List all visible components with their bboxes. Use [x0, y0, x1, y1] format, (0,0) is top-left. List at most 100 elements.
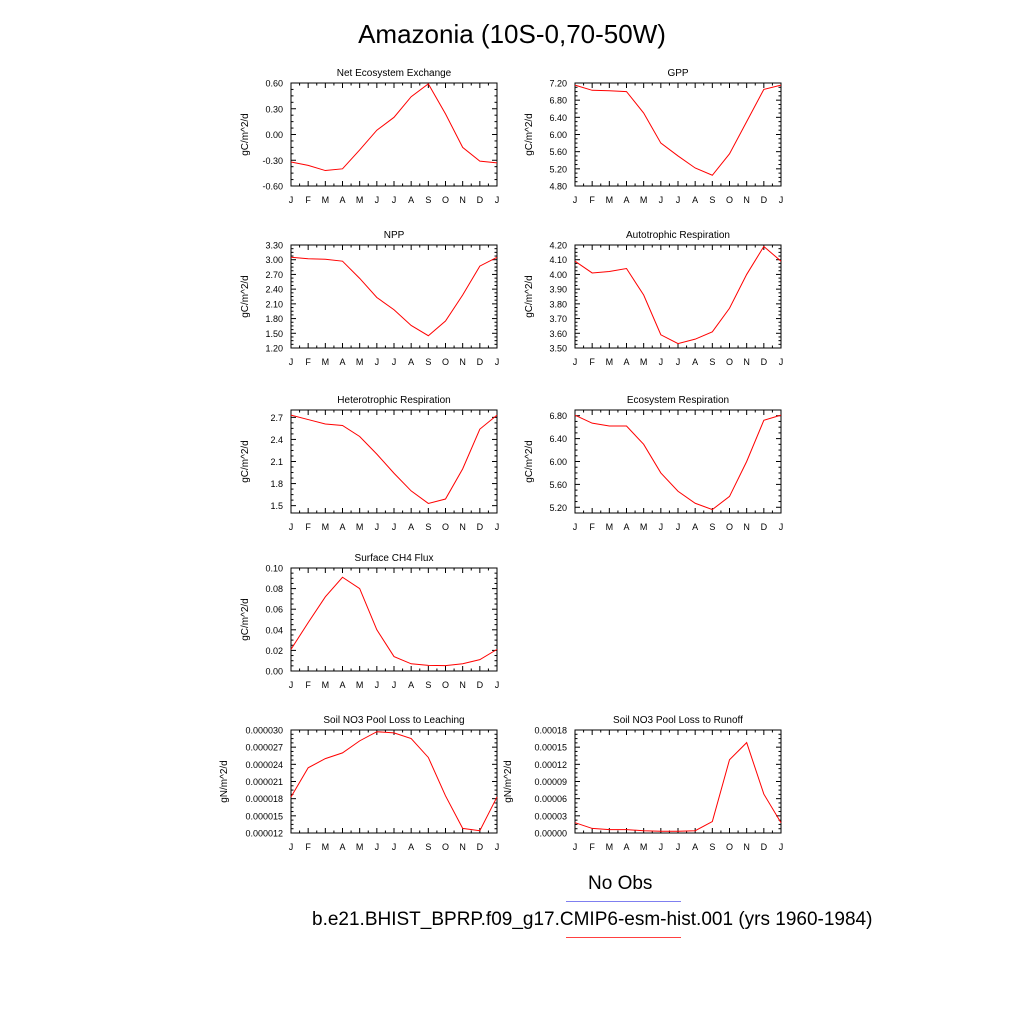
- x-tick-label: M: [322, 522, 330, 532]
- x-tick-label: A: [339, 522, 345, 532]
- x-tick-label: M: [640, 842, 648, 852]
- legend-model-label: b.e21.BHIST_BPRP.f09_g17.CMIP6-esm-hist.…: [312, 909, 873, 930]
- x-tick-label: J: [659, 357, 664, 367]
- plot-frame: [290, 567, 498, 672]
- panel-title: Ecosystem Respiration: [627, 395, 729, 406]
- x-tick-label: A: [408, 842, 414, 852]
- y-tick-label: 2.7: [270, 413, 283, 423]
- x-tick-label: A: [692, 842, 698, 852]
- y-tick-label: 5.20: [549, 503, 567, 513]
- y-tick-label: 4.00: [549, 270, 567, 280]
- series-line: [290, 414, 498, 504]
- x-tick-label: D: [761, 842, 768, 852]
- y-tick-label: 3.80: [549, 299, 567, 309]
- x-tick-label: M: [322, 195, 330, 205]
- series-line: [574, 84, 782, 176]
- y-tick-label: 0.00003: [534, 811, 567, 821]
- y-tick-label: 6.40: [549, 113, 567, 123]
- x-tick-label: D: [761, 195, 768, 205]
- y-tick-label: 3.30: [265, 241, 283, 251]
- y-tick-label: 0.00015: [534, 743, 567, 753]
- x-tick-label: N: [459, 522, 466, 532]
- plot-frame: [290, 244, 498, 349]
- y-tick-label: 6.80: [549, 411, 567, 421]
- y-tick-label: 0.02: [265, 646, 283, 656]
- y-tick-label: 0.00009: [534, 777, 567, 787]
- y-tick-label: 0.00018: [534, 726, 567, 736]
- y-tick-label: 0.60: [265, 79, 283, 89]
- x-tick-label: S: [425, 195, 431, 205]
- x-tick-label: N: [743, 522, 750, 532]
- x-tick-label: N: [743, 842, 750, 852]
- x-tick-label: J: [659, 195, 664, 205]
- x-tick-label: J: [375, 357, 380, 367]
- y-tick-label: 3.00: [265, 255, 283, 265]
- x-tick-label: D: [477, 842, 484, 852]
- panel-title: Autotrophic Respiration: [626, 230, 730, 241]
- y-tick-label: 2.40: [265, 285, 283, 295]
- plot-frame: [574, 244, 782, 349]
- x-tick-label: J: [573, 842, 578, 852]
- panel-title: Heterotrophic Respiration: [337, 395, 450, 406]
- x-tick-label: D: [477, 357, 484, 367]
- y-axis-label: gC/m^2/d: [240, 113, 251, 156]
- series-line: [290, 256, 498, 337]
- chart-panel: Soil NO3 Pool Loss to Leaching gN/m^2/d J F…: [219, 715, 499, 852]
- x-tick-label: D: [761, 522, 768, 532]
- x-tick-label: J: [392, 842, 397, 852]
- legend-model-line: [566, 937, 681, 938]
- x-tick-label: J: [676, 357, 681, 367]
- y-tick-label: 1.8: [270, 479, 283, 489]
- x-tick-label: S: [425, 842, 431, 852]
- x-tick-label: F: [305, 680, 311, 690]
- x-tick-label: A: [692, 357, 698, 367]
- x-tick-label: M: [606, 842, 614, 852]
- series-line: [574, 245, 782, 345]
- x-tick-label: J: [392, 522, 397, 532]
- x-tick-label: A: [408, 357, 414, 367]
- y-tick-label: 0.000030: [245, 726, 283, 736]
- x-tick-label: O: [442, 195, 449, 205]
- x-tick-label: J: [779, 842, 784, 852]
- y-tick-label: 7.20: [549, 79, 567, 89]
- y-tick-label: 1.20: [265, 344, 283, 354]
- x-tick-label: N: [459, 680, 466, 690]
- y-tick-label: 0.00: [265, 130, 283, 140]
- y-tick-label: 0.000024: [245, 760, 283, 770]
- y-axis-label: gN/m^2/d: [503, 760, 514, 803]
- x-tick-label: S: [425, 357, 431, 367]
- x-tick-label: M: [640, 195, 648, 205]
- y-axis-label: gC/m^2/d: [524, 113, 535, 156]
- x-tick-label: S: [425, 680, 431, 690]
- x-tick-label: D: [477, 522, 484, 532]
- series-line: [290, 731, 498, 832]
- y-tick-label: 1.50: [265, 329, 283, 339]
- y-tick-label: 0.000015: [245, 811, 283, 821]
- y-tick-label: 0.30: [265, 104, 283, 114]
- x-tick-label: F: [305, 842, 311, 852]
- x-tick-label: O: [726, 357, 733, 367]
- x-tick-label: M: [322, 842, 330, 852]
- x-tick-label: J: [289, 522, 294, 532]
- y-tick-label: 5.20: [549, 164, 567, 174]
- x-tick-label: M: [356, 842, 364, 852]
- x-tick-label: A: [623, 357, 629, 367]
- x-tick-label: J: [779, 522, 784, 532]
- x-tick-label: N: [459, 842, 466, 852]
- y-tick-label: 2.1: [270, 457, 283, 467]
- x-tick-label: J: [289, 842, 294, 852]
- y-tick-label: 1.5: [270, 501, 283, 511]
- y-tick-label: 0.04: [265, 625, 283, 635]
- x-tick-label: J: [392, 680, 397, 690]
- y-tick-label: 6.80: [549, 96, 567, 106]
- x-tick-label: J: [392, 357, 397, 367]
- x-tick-label: F: [589, 842, 595, 852]
- y-axis-label: gC/m^2/d: [240, 275, 251, 318]
- x-tick-label: N: [459, 357, 466, 367]
